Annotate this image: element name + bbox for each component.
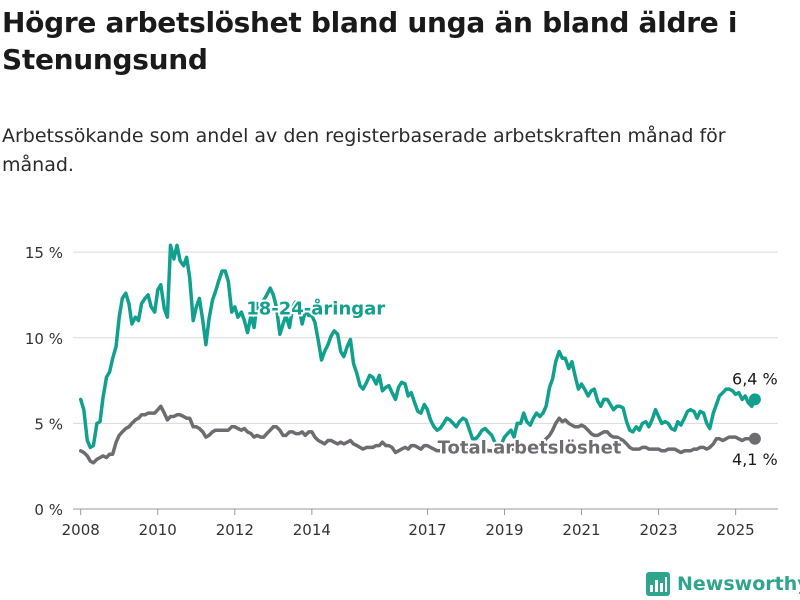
x-tick-label: 2008 (62, 521, 100, 539)
x-tick-label: 2014 (293, 521, 331, 539)
chart-subtitle: Arbetssökande som andel av den registerb… (2, 125, 726, 176)
x-tick-label: 2025 (717, 521, 755, 539)
series-labels: 6,4 % 4,1 % 18-24-åringar Total arbetslöshe… (244, 296, 778, 469)
y-axis: 0 % 5 % 10 % 15 % (25, 244, 63, 519)
youth-end-point (748, 393, 761, 406)
gridlines (73, 251, 778, 510)
bar-chart-icon (646, 572, 670, 596)
x-axis: 2008 2010 2012 2014 2017 2019 2021 2023 2025 (62, 509, 755, 539)
total-end-point (748, 432, 761, 445)
total-series-line (78, 404, 757, 465)
x-tick-label: 2021 (562, 521, 600, 539)
y-tick-label: 5 % (34, 415, 63, 433)
total-series-name-label: Total arbetslöshet (438, 437, 622, 458)
x-tick-label: 2017 (408, 521, 446, 539)
x-tick-label: 2010 (139, 521, 177, 539)
y-tick-label: 0 % (34, 501, 63, 519)
y-tick-label: 15 % (25, 244, 63, 262)
y-tick-label: 10 % (25, 330, 63, 348)
x-tick-label: 2012 (216, 521, 254, 539)
chart-title: Högre arbetslöshet bland unga än bland ä… (2, 6, 738, 76)
x-tick-label: 2019 (485, 521, 523, 539)
total-end-value-label: 4,1 % (732, 450, 778, 469)
series-lines (78, 243, 757, 465)
youth-end-value-label: 6,4 % (732, 369, 778, 388)
newsworthy-logo: Newsworthy (645, 570, 800, 598)
youth-series-line (78, 243, 757, 450)
x-tick-label: 2023 (639, 521, 677, 539)
youth-series-name-label: 18-24-åringar (246, 298, 385, 320)
brand-name: Newsworthy (677, 573, 800, 595)
